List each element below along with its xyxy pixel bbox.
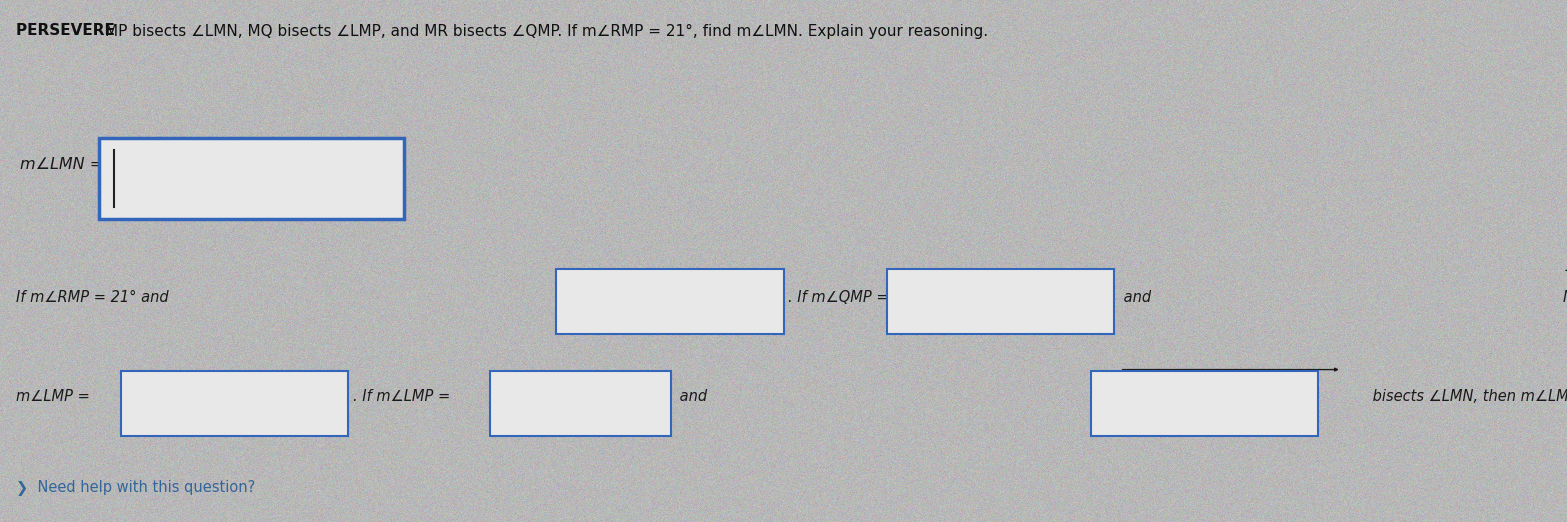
FancyBboxPatch shape [1091, 371, 1318, 436]
Text: . If m∠QMP =: . If m∠QMP = [788, 290, 888, 305]
Text: MP bisects ∠LMN, MQ bisects ∠LMP, and MR bisects ∠QMP. If m∠RMP = 21°, find m∠LM: MP bisects ∠LMN, MQ bisects ∠LMP, and MR… [105, 23, 989, 39]
Text: PERSEVERE: PERSEVERE [16, 23, 119, 39]
FancyBboxPatch shape [490, 371, 671, 436]
Text: If m∠RMP = 21° and: If m∠RMP = 21° and [16, 290, 172, 305]
FancyBboxPatch shape [121, 371, 348, 436]
Text: m∠LMN =: m∠LMN = [20, 157, 103, 172]
Text: and: and [675, 389, 711, 404]
Text: bisects ∠LMN, then m∠LMN =: bisects ∠LMN, then m∠LMN = [1368, 389, 1567, 404]
Text: MQ: MQ [1564, 290, 1567, 305]
Text: m∠LMP =: m∠LMP = [16, 389, 89, 404]
Text: MP: MP [1119, 389, 1141, 404]
FancyBboxPatch shape [99, 138, 404, 219]
FancyBboxPatch shape [556, 269, 784, 334]
Text: and: and [1119, 290, 1155, 305]
FancyBboxPatch shape [887, 269, 1114, 334]
Text: . If m∠LMP =: . If m∠LMP = [353, 389, 450, 404]
Text: ❯  Need help with this question?: ❯ Need help with this question? [16, 480, 255, 496]
